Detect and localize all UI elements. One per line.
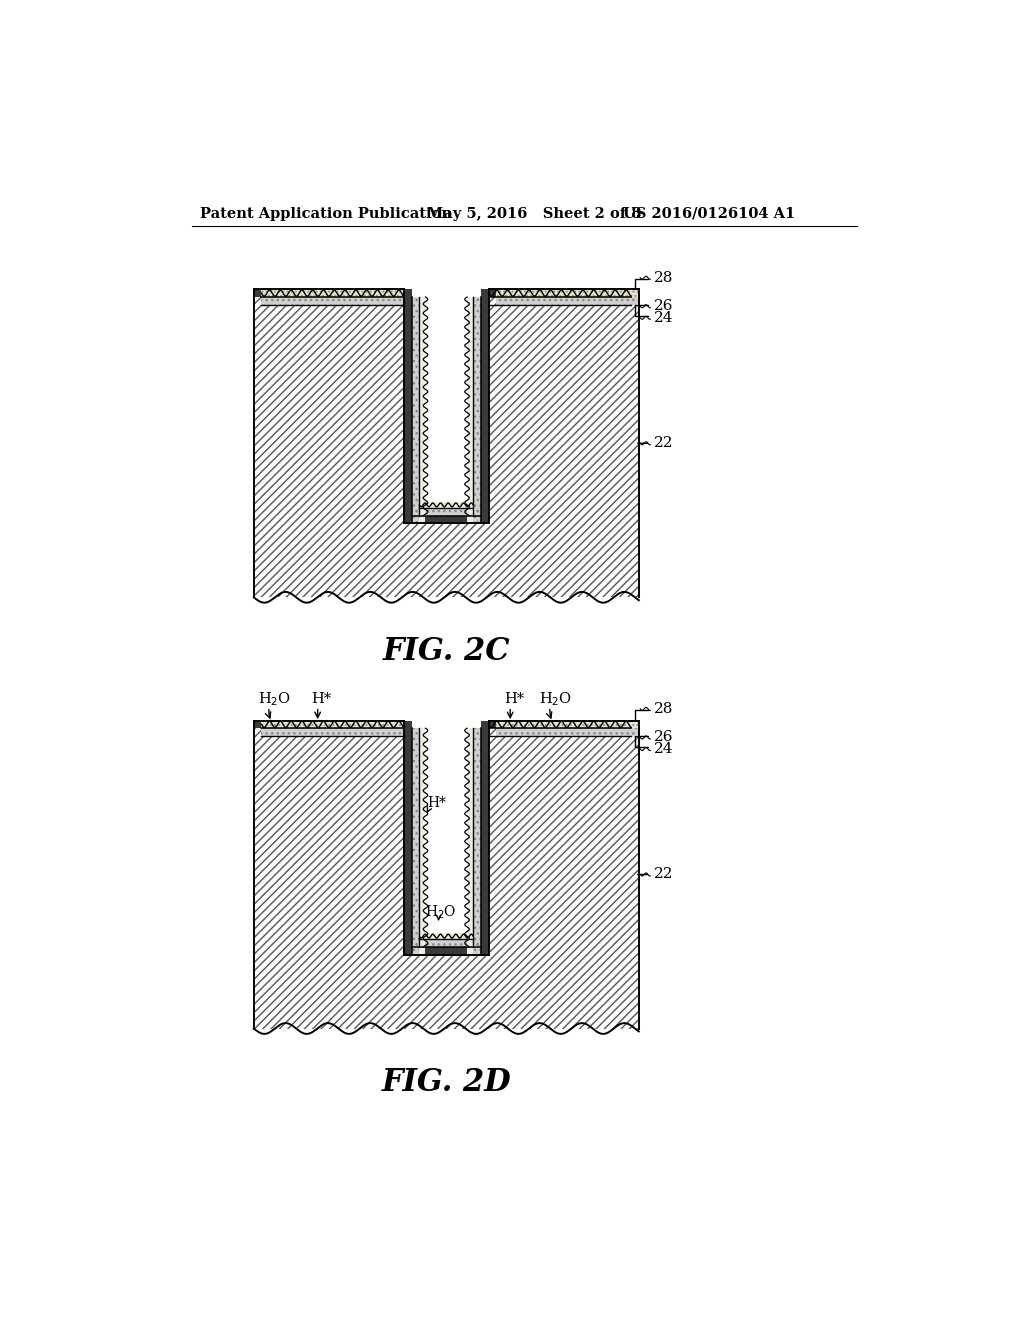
Bar — [473, 729, 481, 954]
Text: H*: H* — [504, 692, 524, 706]
Bar — [261, 729, 403, 737]
Text: 24: 24 — [654, 310, 674, 325]
Bar — [419, 297, 425, 524]
Bar — [403, 954, 488, 1028]
Bar — [473, 729, 481, 954]
Bar — [254, 289, 403, 598]
Bar — [497, 721, 639, 729]
Text: 24: 24 — [654, 742, 674, 756]
Text: 26: 26 — [654, 730, 674, 744]
Bar — [412, 508, 481, 516]
Bar — [419, 729, 425, 954]
Bar — [467, 729, 473, 954]
Bar — [403, 289, 412, 524]
Text: H*: H* — [428, 796, 446, 810]
Bar — [488, 721, 639, 729]
Text: H$_2$O: H$_2$O — [539, 690, 571, 708]
Bar — [254, 721, 403, 729]
Bar — [254, 289, 403, 598]
Bar — [488, 289, 639, 297]
Bar — [261, 297, 403, 305]
Bar — [488, 289, 639, 598]
Text: Patent Application Publication: Patent Application Publication — [200, 207, 452, 220]
Bar — [481, 289, 488, 524]
Bar — [412, 297, 419, 524]
Bar — [261, 721, 403, 729]
Text: FIG. 2C: FIG. 2C — [383, 636, 510, 667]
Bar — [261, 289, 403, 297]
Text: May 5, 2016   Sheet 2 of 8: May 5, 2016 Sheet 2 of 8 — [427, 207, 641, 220]
Bar — [412, 940, 481, 946]
Bar — [473, 297, 481, 524]
Text: 26: 26 — [654, 300, 674, 313]
Bar — [403, 524, 488, 597]
Text: 22: 22 — [654, 437, 674, 450]
Bar — [488, 721, 639, 1028]
Bar — [261, 729, 403, 737]
Bar — [412, 729, 419, 954]
Bar — [261, 721, 403, 729]
Text: FIG. 2D: FIG. 2D — [381, 1067, 511, 1098]
Text: US 2016/0126104 A1: US 2016/0126104 A1 — [624, 207, 796, 220]
Bar — [497, 721, 639, 729]
Bar — [412, 940, 481, 946]
Bar — [403, 721, 412, 954]
Bar — [497, 729, 639, 737]
Bar — [412, 297, 419, 524]
Bar — [419, 933, 473, 940]
Bar — [412, 729, 419, 954]
Text: H*: H* — [311, 692, 332, 706]
Bar — [497, 289, 639, 297]
Text: 28: 28 — [654, 702, 674, 715]
Text: 28: 28 — [654, 271, 674, 285]
Bar — [261, 289, 403, 297]
Bar — [497, 289, 639, 297]
Bar — [254, 721, 403, 1028]
Bar — [488, 289, 639, 598]
Bar — [403, 946, 488, 954]
Bar — [497, 297, 639, 305]
Bar — [254, 721, 403, 1028]
Bar — [403, 954, 488, 1028]
Text: H$_2$O: H$_2$O — [258, 690, 291, 708]
Text: 22: 22 — [654, 867, 674, 882]
Text: H$_2$O: H$_2$O — [425, 903, 456, 921]
Bar — [497, 729, 639, 737]
Bar — [473, 297, 481, 524]
Bar — [403, 516, 488, 524]
Bar — [261, 297, 403, 305]
Bar — [467, 297, 473, 524]
Bar — [481, 721, 488, 954]
Bar — [419, 502, 473, 508]
Bar — [254, 289, 403, 297]
Bar — [403, 524, 488, 597]
Bar — [497, 297, 639, 305]
Bar — [412, 508, 481, 516]
Bar — [488, 721, 639, 1028]
